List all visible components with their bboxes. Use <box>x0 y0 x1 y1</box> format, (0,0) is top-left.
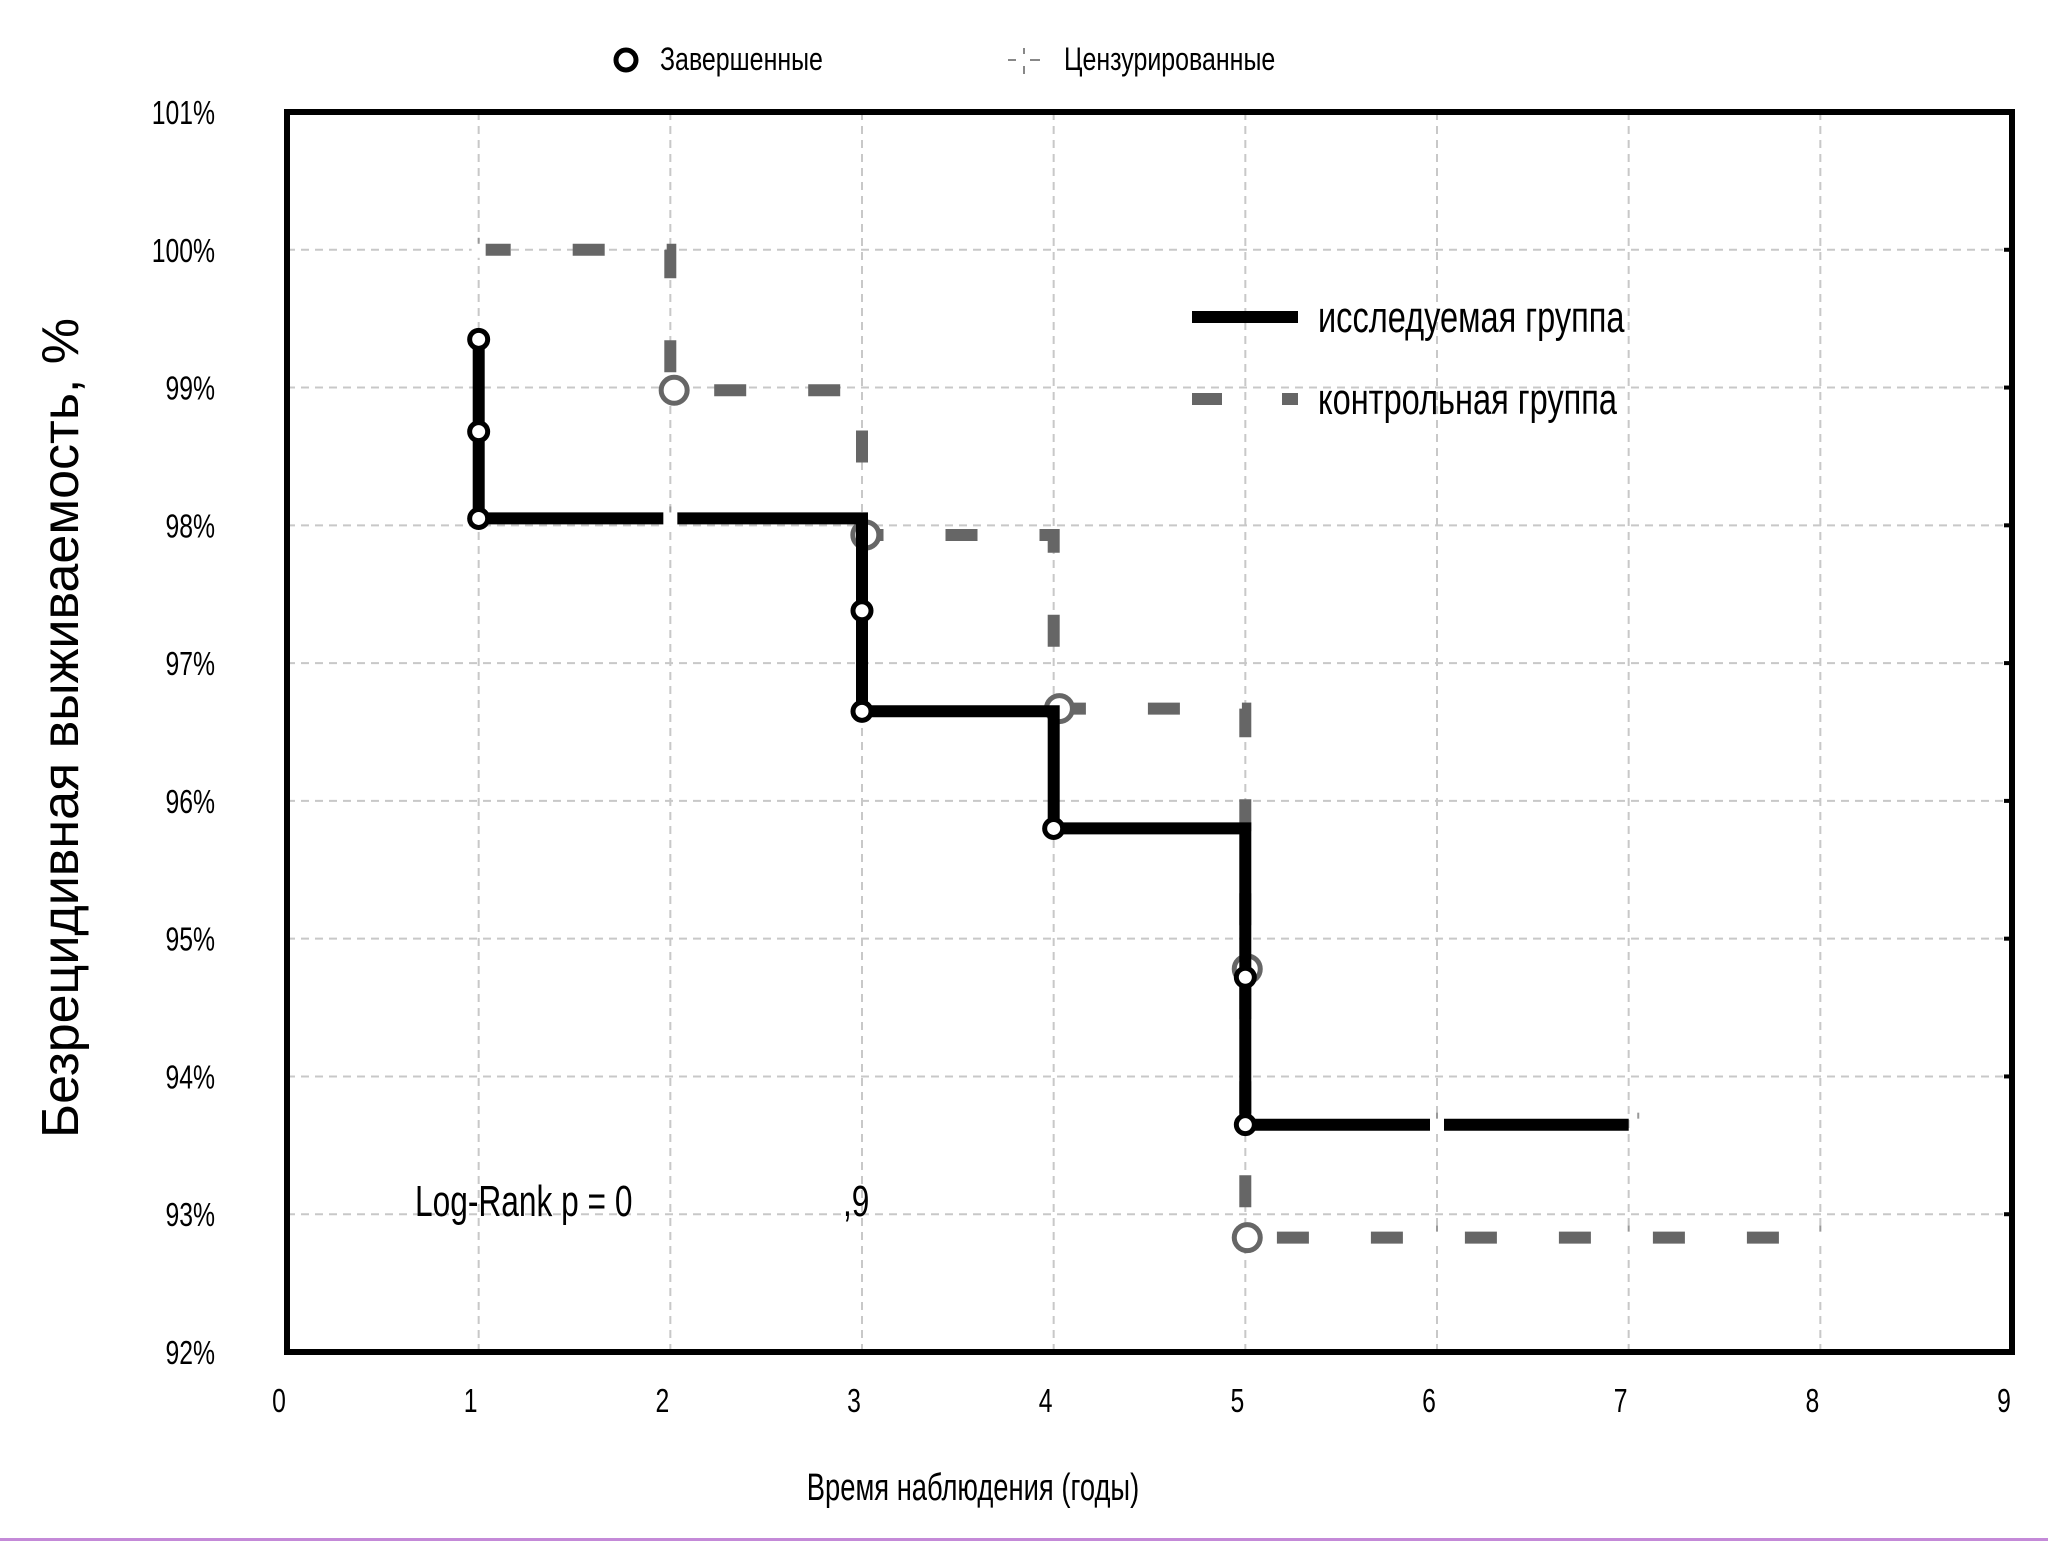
plot-frame <box>284 109 2015 1355</box>
completed-marker <box>658 374 690 406</box>
y-tick-label: 100% <box>152 233 215 269</box>
y-axis-title: Безрецидивная выживаемость, % <box>32 318 90 1138</box>
x-tick-label: 5 <box>1230 1384 1244 1420</box>
y-tick-label: 97% <box>165 647 215 683</box>
completed-marker <box>1042 816 1066 840</box>
x-tick-label: 6 <box>1422 1384 1436 1420</box>
censored-marker <box>663 510 678 527</box>
y-tick-label: 95% <box>165 922 215 958</box>
x-tick-label: 1 <box>464 1384 478 1420</box>
censored-marker <box>1430 1229 1444 1246</box>
x-tick-label: 4 <box>1039 1384 1053 1420</box>
series-study <box>467 327 1646 1137</box>
completed-marker <box>467 506 491 530</box>
x-tick-label: 0 <box>272 1384 286 1420</box>
y-tick-label: 99% <box>165 371 215 407</box>
completed-marker <box>850 699 874 723</box>
marker-legend: Завершенные Цензурированные <box>613 42 1275 78</box>
censored-marker <box>1430 1116 1444 1133</box>
series-legend-label-study: исследуемая группа <box>1318 293 1625 342</box>
censored-legend-label: Цензурированные <box>1064 42 1275 78</box>
censored-marker-swatch <box>1008 48 1040 74</box>
series-legend-label-control: контрольная группа <box>1318 375 1617 424</box>
completed-legend-label: Завершенные <box>660 42 823 78</box>
x-tick-labels: 0 1 2 3 4 5 6 7 8 9 <box>272 1384 2011 1420</box>
log-rank-value: ,9 <box>843 1177 869 1226</box>
completed-marker-swatch <box>613 47 639 73</box>
x-tick-label: 7 <box>1614 1384 1628 1420</box>
y-tick-label: 98% <box>165 509 215 545</box>
right-axis-ticks <box>2004 247 2012 1217</box>
x-tick-label: 9 <box>1997 1384 2011 1420</box>
completed-marker <box>1233 1113 1257 1137</box>
completed-marker <box>467 420 491 444</box>
page-bottom-rule <box>0 1538 2048 1541</box>
series-line <box>472 339 1629 1131</box>
series-legend: исследуемая группа контрольная группа <box>1192 293 1625 424</box>
y-tick-label: 92% <box>165 1336 215 1372</box>
series-control <box>471 237 1840 1254</box>
x-tick-label: 2 <box>655 1384 669 1420</box>
y-tick-label: 96% <box>165 785 215 821</box>
y-tick-label: 101% <box>152 96 215 132</box>
x-tick-label: 8 <box>1805 1384 1819 1420</box>
series-line <box>478 243 1840 1244</box>
y-tick-label: 93% <box>165 1198 215 1234</box>
completed-marker <box>1231 1222 1263 1254</box>
completed-marker <box>850 599 874 623</box>
censored-marker <box>1621 1229 1636 1246</box>
censored-marker <box>471 241 486 258</box>
x-tick-label: 3 <box>847 1384 861 1420</box>
y-tick-labels: 92% 93% 94% 95% 96% 97% 98% 99% 100% 101% <box>152 96 215 1372</box>
grid <box>287 112 2012 1352</box>
completed-marker <box>467 327 491 351</box>
log-rank-label: Log-Rank p = 0 <box>415 1177 632 1226</box>
censored-marker <box>1631 1116 1646 1133</box>
series-layer <box>467 237 1840 1254</box>
x-axis-title: Время наблюдения (годы) <box>807 1467 1139 1509</box>
y-tick-label: 94% <box>165 1060 215 1096</box>
censored-marker <box>1813 1229 1828 1246</box>
completed-marker <box>1233 965 1257 989</box>
